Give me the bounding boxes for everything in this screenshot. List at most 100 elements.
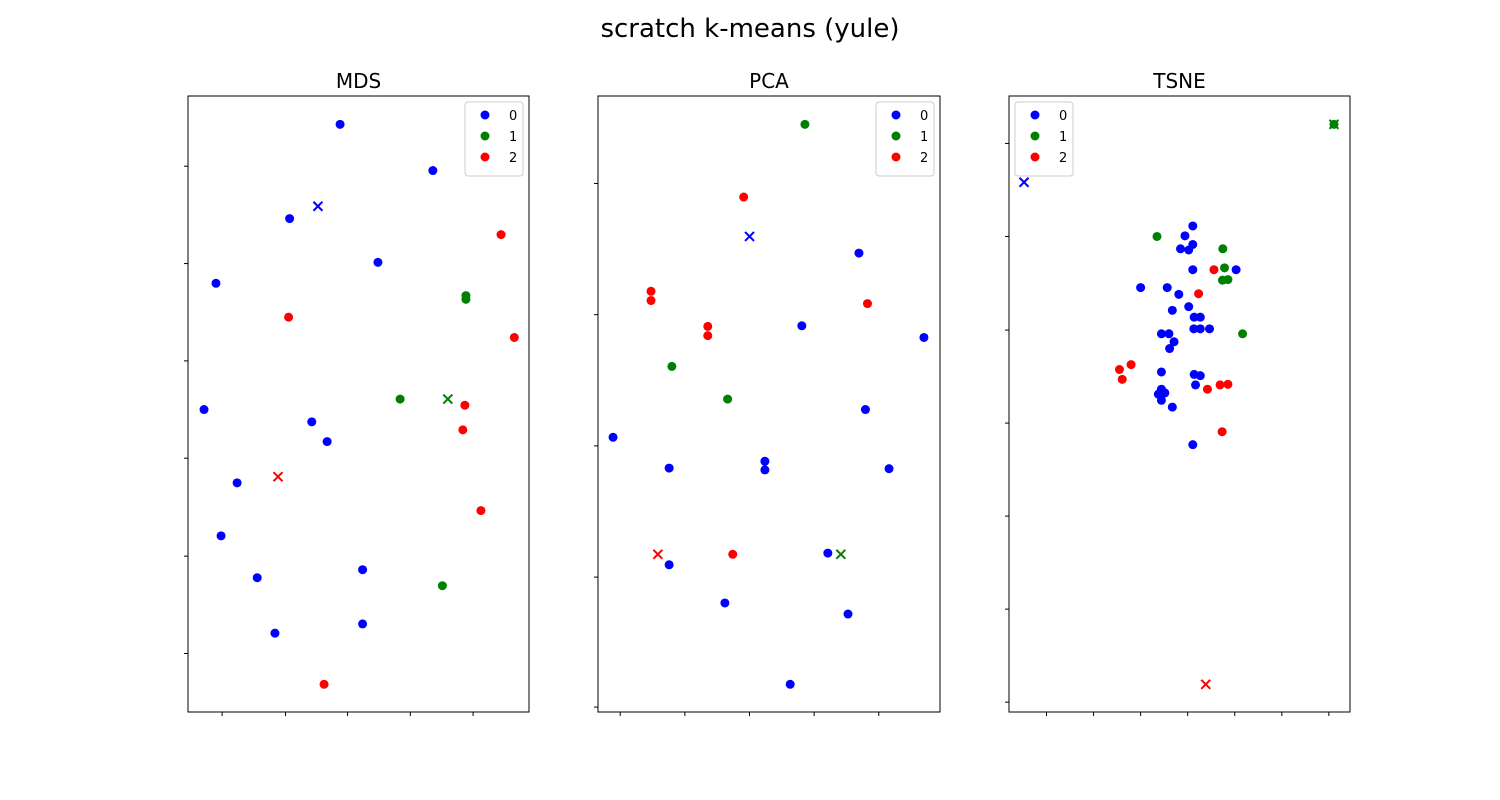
data-point-cluster-1 [1217,275,1227,285]
data-point-cluster-0 [860,405,870,415]
data-point-cluster-0 [854,248,864,258]
data-point-cluster-0 [1231,265,1241,275]
data-point-cluster-2 [1215,380,1225,390]
legend-marker [891,110,901,120]
legend-marker [480,131,490,141]
centroid-marker-1 [835,549,847,560]
figure-title: scratch k-means (yule) [600,14,899,44]
data-point-cluster-1 [1238,329,1248,339]
centroid-marker-1 [442,393,454,405]
data-point-cluster-0 [664,463,674,473]
data-point-cluster-1 [437,581,447,591]
data-point-cluster-0 [843,609,853,619]
data-point-cluster-0 [1184,302,1194,312]
data-point-cluster-0 [1167,402,1177,412]
centroid-marker-0 [1018,177,1030,188]
data-point-cluster-0 [211,278,221,288]
data-point-cluster-1 [461,294,471,304]
data-point-cluster-2 [458,425,468,435]
axes-frame [1008,95,1351,713]
data-point-cluster-0 [1205,324,1215,334]
legend-label: 0 [920,109,928,124]
data-point-cluster-0 [216,531,226,541]
data-point-cluster-0 [199,405,209,415]
data-point-cluster-1 [800,119,810,129]
data-point-cluster-2 [1117,374,1127,384]
legend-marker [480,110,490,120]
data-point-cluster-0 [785,679,795,689]
data-point-cluster-0 [1169,337,1179,347]
axes-frame [597,95,941,713]
data-point-cluster-1 [395,394,405,404]
data-point-cluster-0 [232,478,242,488]
data-point-cluster-0 [823,548,833,558]
data-point-cluster-2 [319,679,329,689]
data-point-cluster-2 [1223,379,1233,389]
data-point-cluster-0 [720,598,730,608]
data-point-cluster-0 [428,166,438,176]
legend-label: 1 [509,130,517,145]
data-point-cluster-2 [728,549,738,559]
data-point-cluster-1 [723,394,733,404]
data-point-cluster-0 [797,321,807,331]
axes-frame [187,95,530,713]
data-point-cluster-1 [667,361,677,371]
data-point-cluster-0 [1156,367,1166,377]
legend: 0 1 2 [1014,101,1074,177]
legend-marker [891,152,901,162]
data-point-cluster-0 [760,456,770,466]
subplot-title: TSNE [1152,69,1206,93]
data-point-cluster-0 [1195,312,1205,322]
legend-label: 2 [1059,151,1067,166]
legend-label: 2 [920,151,928,166]
centroid-marker-0 [312,201,324,212]
data-point-cluster-0 [760,465,770,475]
data-point-cluster-0 [1191,380,1201,390]
data-point-cluster-1 [1152,231,1162,241]
data-point-cluster-0 [358,619,368,629]
data-point-cluster-2 [1126,360,1136,370]
data-point-cluster-2 [284,312,294,322]
subplot-title: PCA [749,69,789,93]
data-point-cluster-2 [509,332,519,342]
data-point-cluster-0 [252,573,262,583]
data-point-cluster-0 [307,417,317,427]
data-point-cluster-0 [1136,283,1146,293]
legend-label: 0 [1059,109,1067,124]
data-point-cluster-2 [862,299,872,309]
data-point-cluster-0 [1188,221,1198,231]
data-point-cluster-0 [373,257,383,267]
data-point-cluster-0 [1195,371,1205,381]
data-point-cluster-0 [1164,329,1174,339]
data-point-cluster-0 [608,432,618,442]
data-point-cluster-2 [476,506,486,516]
centroid-marker-2 [652,549,664,560]
data-point-cluster-2 [1194,289,1204,299]
data-point-cluster-0 [1176,244,1186,254]
subplot-pca: PCA 0 1 2 [594,69,941,716]
subplot-title: MDS [336,69,381,93]
data-point-cluster-0 [358,565,368,575]
centroid-marker-2 [272,471,284,482]
data-point-cluster-0 [335,119,345,129]
data-point-cluster-2 [460,400,470,410]
data-point-cluster-0 [270,628,280,638]
data-point-cluster-0 [1156,329,1166,339]
data-point-cluster-0 [1174,289,1184,299]
legend-marker [1030,152,1040,162]
data-point-cluster-0 [285,214,295,224]
data-point-cluster-0 [1188,265,1198,275]
data-point-cluster-2 [1209,265,1219,275]
data-point-cluster-0 [1180,231,1190,241]
legend-marker [891,131,901,141]
data-point-cluster-0 [1188,440,1198,450]
data-point-cluster-1 [1218,244,1228,254]
data-point-cluster-2 [1114,365,1124,375]
legend: 0 1 2 [875,101,935,177]
data-point-cluster-0 [919,332,929,342]
data-point-cluster-0 [1156,395,1166,405]
centroid-marker-1 [1328,119,1340,130]
data-point-cluster-0 [1165,344,1175,354]
centroid-marker-2 [1200,679,1211,690]
